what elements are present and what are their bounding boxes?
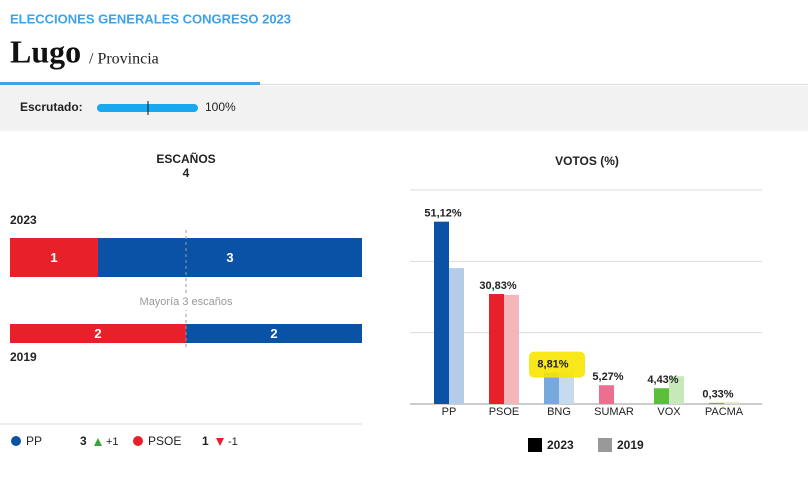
page-subtitle: / Provincia [89, 51, 159, 68]
value-label: 30,83% [479, 280, 517, 292]
legend-label: 2019 [617, 438, 644, 452]
bar [709, 402, 724, 404]
bar [669, 376, 684, 404]
majority-annotation: Mayoría 3 escaños [140, 296, 233, 308]
chart-title: ESCAÑOS [156, 151, 215, 166]
legend-name: PP [26, 434, 42, 448]
seat-label: 2 [94, 326, 101, 341]
x-tick-label: PP [442, 406, 457, 418]
scrutiny-value: 100% [205, 100, 236, 114]
seat-label: 2 [270, 326, 277, 341]
change-arrow [94, 438, 102, 446]
bar [504, 294, 519, 404]
value-label: 8,81% [537, 358, 568, 370]
seat-segment [98, 238, 362, 277]
legend-dot [11, 436, 21, 446]
x-tick-label: SUMAR [594, 406, 634, 418]
seat-segment [186, 324, 362, 343]
legend-dot [133, 436, 143, 446]
seat-segment [10, 238, 98, 277]
bar [654, 388, 669, 404]
value-label: 51,12% [424, 208, 462, 220]
seat-total: 4 [183, 166, 190, 180]
row-label: 2023 [10, 213, 37, 227]
change-label: +1 [106, 436, 119, 448]
change-label: -1 [228, 436, 238, 448]
legend-label: 2023 [547, 438, 574, 452]
legend-swatch [598, 438, 612, 452]
bar [559, 372, 574, 404]
x-tick-label: BNG [547, 406, 571, 418]
label-highlight [529, 351, 585, 378]
seat-label: 1 [50, 250, 57, 265]
bar [599, 385, 614, 404]
page-title: Lugo [10, 33, 81, 69]
legend-seats: 3 [80, 434, 87, 448]
header-accent [0, 82, 260, 85]
scrutiny-label: Escrutado: [20, 100, 83, 114]
seat-segment [10, 324, 186, 343]
change-arrow [216, 438, 224, 446]
x-tick-label: VOX [657, 406, 681, 418]
kicker: ELECCIONES GENERALES CONGRESO 2023 [10, 11, 291, 26]
x-tick-label: PSOE [489, 406, 520, 418]
bar [489, 294, 504, 404]
header-rule [0, 84, 808, 85]
x-tick-label: PACMA [705, 406, 744, 418]
chart-title: VOTOS (%) [555, 154, 619, 168]
value-label: 5,27% [592, 371, 623, 383]
annotation-bg [134, 294, 238, 310]
bar [434, 221, 449, 404]
legend-seats: 1 [202, 434, 209, 448]
legend-name: PSOE [148, 434, 181, 448]
value-label: 4,43% [647, 374, 678, 386]
bar [724, 402, 739, 404]
value-label: 0,33% [702, 389, 733, 401]
legend-swatch [528, 438, 542, 452]
bar [449, 268, 464, 404]
seat-label: 3 [226, 250, 233, 265]
bar [544, 372, 559, 404]
row-label: 2019 [10, 350, 37, 364]
